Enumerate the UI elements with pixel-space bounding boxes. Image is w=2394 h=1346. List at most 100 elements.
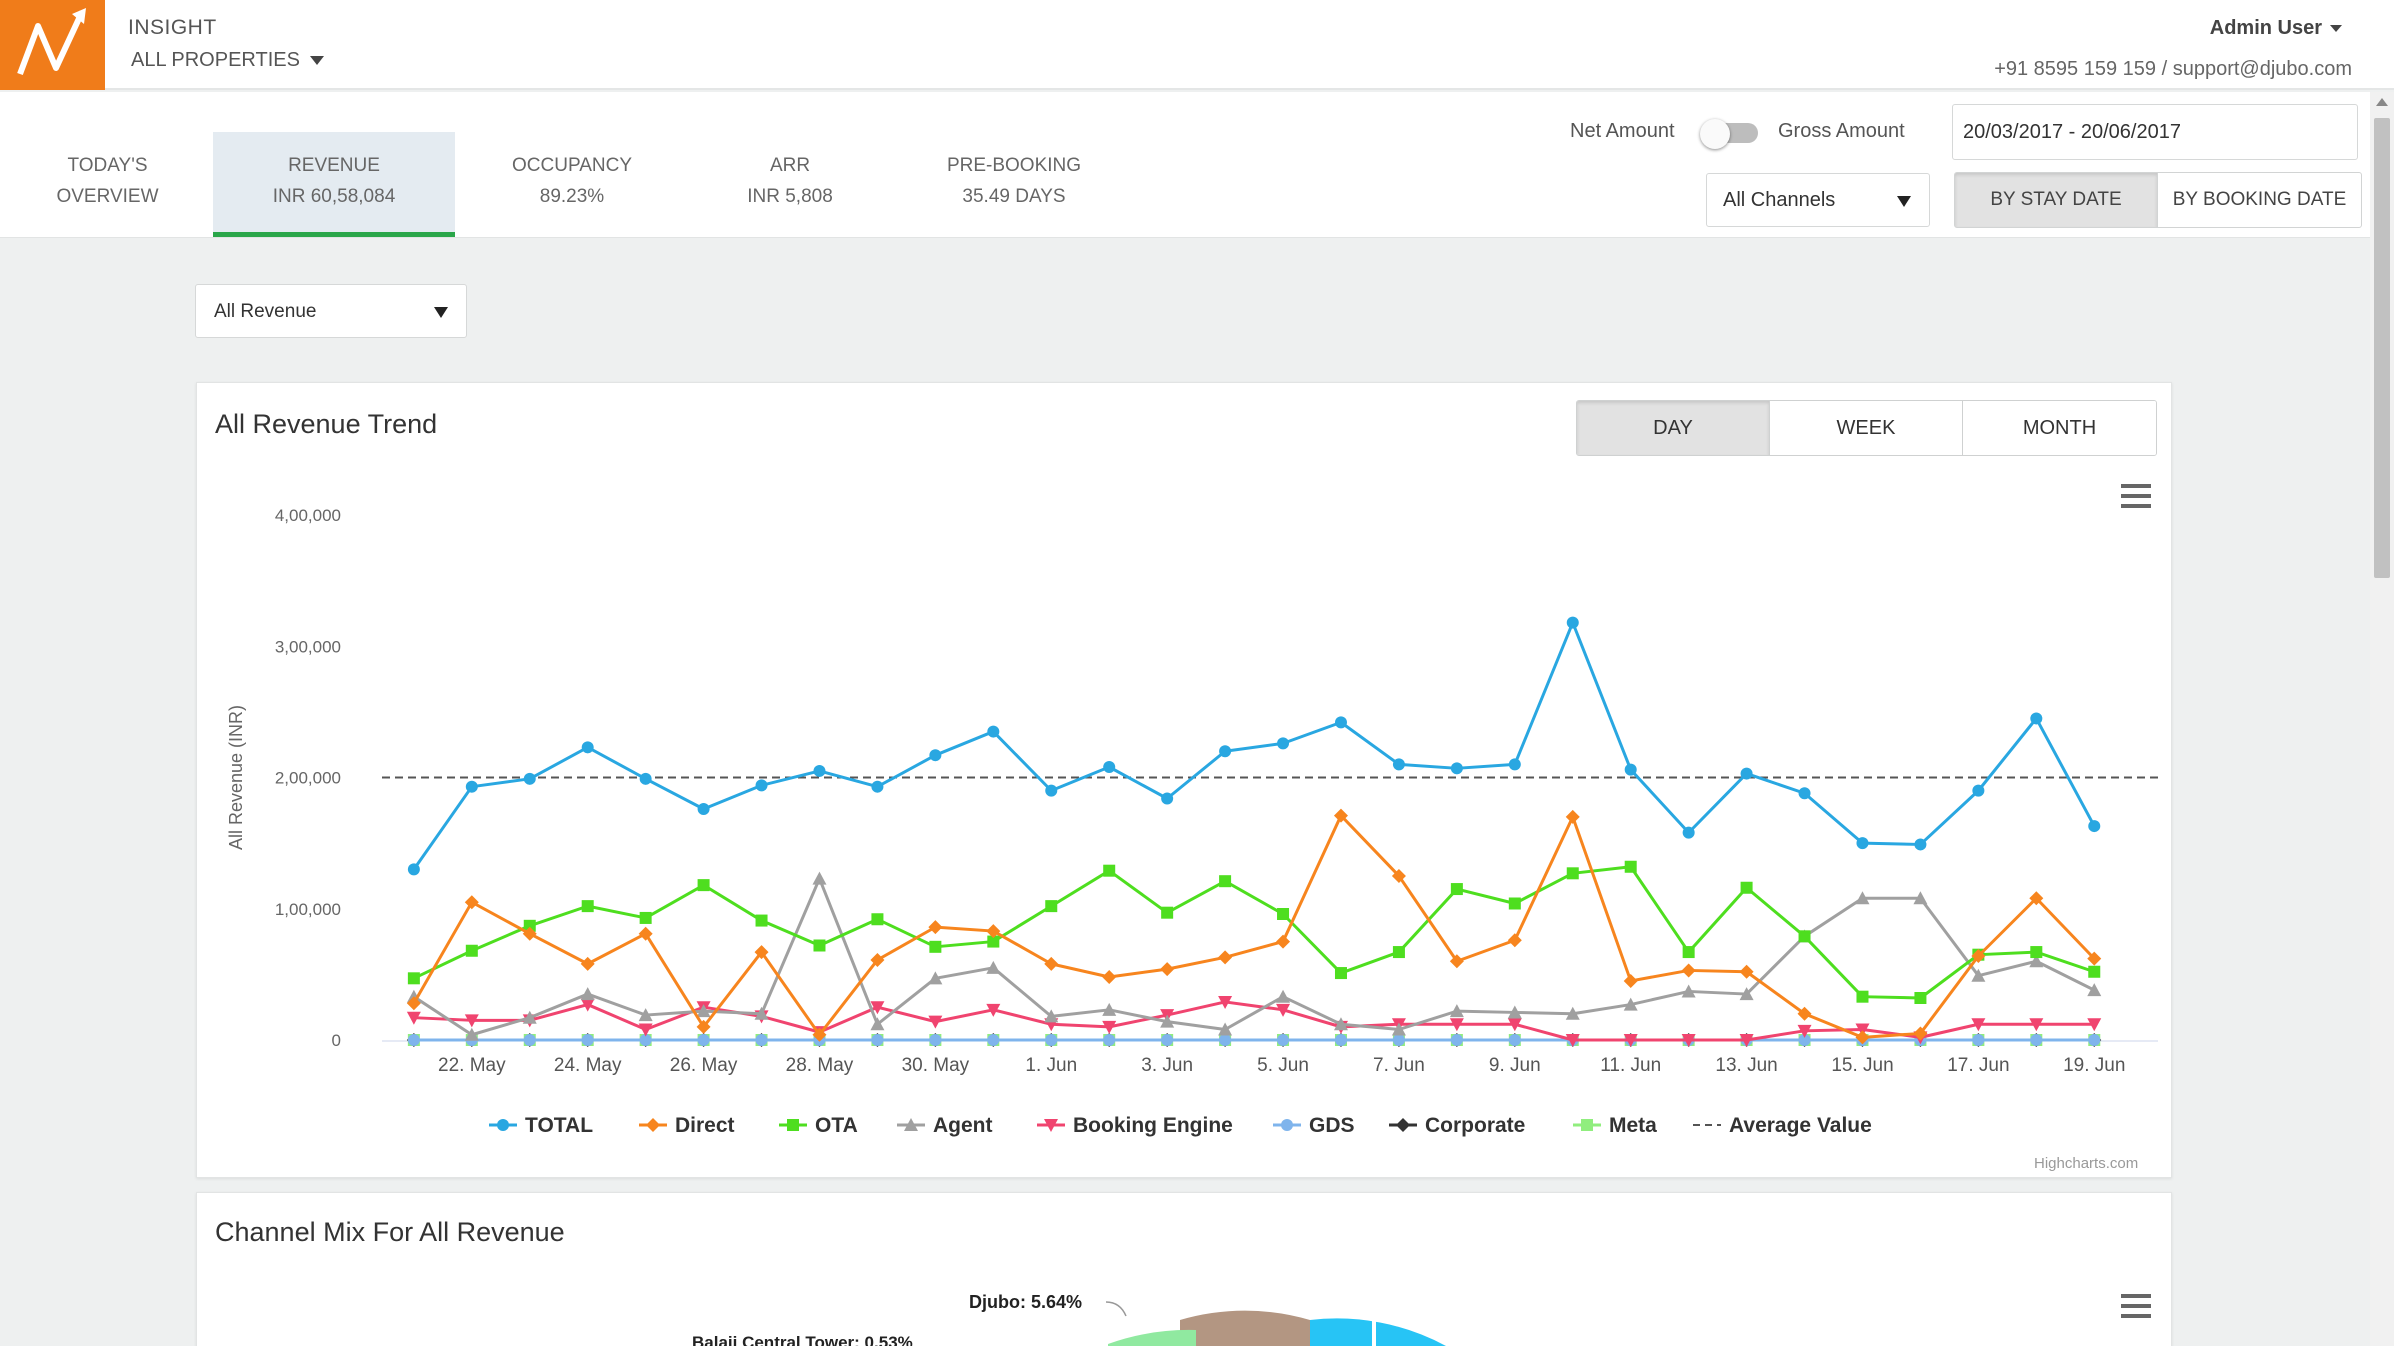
data-point-agent — [1971, 968, 1986, 982]
data-point-agent — [1507, 1005, 1522, 1019]
data-point-gds — [987, 1034, 1000, 1046]
data-point-agent — [464, 1027, 479, 1041]
legend-marker-gds — [1281, 1119, 1293, 1131]
data-point-gds — [639, 1034, 652, 1046]
data-point-gds — [2030, 1034, 2043, 1046]
date-range-input[interactable]: 20/03/2017 - 20/06/2017 — [1952, 104, 2358, 160]
data-point-ota — [1450, 883, 1463, 896]
property-selector[interactable]: ALL PROPERTIES — [131, 49, 324, 72]
data-point-total — [465, 780, 478, 793]
period-week-button[interactable]: WEEK — [1770, 401, 1963, 455]
data-point-total — [2030, 712, 2043, 725]
period-day-button[interactable]: DAY — [1577, 401, 1770, 455]
data-point-direct — [1391, 868, 1406, 883]
page-scrollbar[interactable] — [2370, 92, 2394, 1346]
data-point-direct — [1449, 954, 1464, 969]
data-point-agent — [638, 1008, 653, 1022]
revenue-filter-select[interactable]: All Revenue — [195, 284, 467, 338]
data-point-ota — [987, 935, 1000, 948]
amount-type-toggle[interactable] — [1700, 119, 1764, 149]
data-point-ota — [1508, 897, 1521, 910]
tab-revenue[interactable]: REVENUE INR 60,58,084 — [213, 132, 455, 237]
channels-select[interactable]: All Channels — [1706, 173, 1930, 227]
data-point-ota — [1392, 946, 1405, 959]
data-point-direct — [580, 956, 595, 971]
data-point-agent — [2029, 954, 2044, 968]
series-line-direct — [412, 814, 2096, 1039]
pie-slice-balaji[interactable] — [1108, 1329, 1196, 1346]
data-point-booking-engine — [1971, 1018, 1986, 1032]
data-point-ota — [465, 944, 478, 957]
legend-item-agent[interactable]: Agent — [933, 1114, 993, 1137]
data-point-agent — [522, 1010, 537, 1024]
data-point-direct — [1102, 970, 1117, 984]
period-month-button[interactable]: MONTH — [1963, 401, 2156, 455]
tab-todays-overview[interactable]: TODAY'S OVERVIEW — [20, 132, 195, 237]
user-menu[interactable]: Admin User — [2210, 17, 2342, 40]
data-point-direct — [1276, 934, 1291, 949]
data-point-total — [523, 772, 536, 785]
top-bar: INSIGHT ALL PROPERTIES Admin User +91 85… — [0, 0, 2394, 90]
data-point-ota — [1219, 875, 1232, 888]
tab-sub-label: 89.23% — [539, 186, 605, 207]
data-point-agent — [754, 1006, 769, 1020]
highcharts-credits[interactable]: Highcharts.com — [2034, 1155, 2139, 1172]
data-point-direct — [754, 945, 769, 960]
data-point-agent — [1044, 1009, 1059, 1023]
x-tick-label: 30. May — [902, 1055, 970, 1076]
data-point-direct — [1623, 973, 1638, 988]
data-point-total — [871, 780, 884, 793]
legend-item-ota[interactable]: OTA — [815, 1114, 858, 1137]
data-point-direct — [812, 1027, 827, 1042]
by-booking-date-button[interactable]: BY BOOKING DATE — [2157, 172, 2362, 228]
x-tick-label: 15. Jun — [1831, 1055, 1893, 1076]
tab-pre-booking[interactable]: PRE-BOOKING 35.49 DAYS — [916, 132, 1112, 237]
legend-item-direct[interactable]: Direct — [675, 1114, 735, 1137]
data-point-ota — [1856, 990, 1869, 1003]
series-line-total — [412, 621, 2096, 871]
gross-amount-label: Gross Amount — [1778, 120, 1905, 142]
scroll-up-arrow-icon[interactable] — [2376, 98, 2388, 106]
data-point-booking-engine — [1449, 1018, 1464, 1032]
data-point-booking-engine — [1739, 1034, 1754, 1047]
x-tick-label: 1. Jun — [1025, 1055, 1077, 1076]
data-point-total — [987, 725, 1000, 738]
user-name: Admin User — [2209, 17, 2322, 39]
chart-menu-icon[interactable] — [2121, 484, 2151, 508]
x-tick-label: 17. Jun — [1947, 1055, 2009, 1076]
legend-item-average-value[interactable]: Average Value — [1729, 1114, 1872, 1137]
data-point-gds — [1798, 1034, 1811, 1046]
tab-arr[interactable]: ARR INR 5,808 — [710, 132, 870, 237]
djubo-logo[interactable] — [0, 0, 105, 90]
chart-menu-icon[interactable] — [2121, 1294, 2151, 1318]
data-point-booking-engine — [1623, 1034, 1638, 1047]
data-point-booking-engine — [1218, 995, 1233, 1009]
by-stay-date-button[interactable]: BY STAY DATE — [1954, 172, 2158, 228]
data-point-gds — [2088, 1034, 2101, 1046]
data-point-ota — [813, 939, 826, 952]
legend-item-total[interactable]: TOTAL — [525, 1114, 593, 1137]
data-point-direct — [1044, 956, 1059, 971]
data-point-agent — [2087, 983, 2102, 997]
data-point-direct — [1218, 950, 1233, 965]
pie-slice-djubo[interactable] — [1180, 1310, 1310, 1346]
data-point-agent — [1449, 1004, 1464, 1018]
data-point-ota — [1740, 881, 1753, 894]
legend-item-gds[interactable]: GDS — [1309, 1114, 1355, 1137]
tab-occupancy[interactable]: OCCUPANCY 89.23% — [482, 132, 662, 237]
data-point-agent — [1623, 997, 1638, 1011]
legend-item-booking-engine[interactable]: Booking Engine — [1073, 1114, 1233, 1137]
data-point-ota — [1103, 864, 1116, 877]
data-point-total — [1045, 784, 1058, 797]
data-point-booking-engine — [1681, 1034, 1696, 1047]
scrollbar-thumb[interactable] — [2374, 118, 2390, 578]
legend-item-corporate[interactable]: Corporate — [1425, 1114, 1525, 1137]
legend-marker-meta — [1581, 1119, 1593, 1131]
data-point-total — [1450, 762, 1463, 775]
data-point-direct — [2029, 891, 2044, 906]
x-tick-label: 13. Jun — [1715, 1055, 1777, 1076]
data-point-agent — [986, 960, 1001, 974]
legend-item-meta[interactable]: Meta — [1609, 1114, 1657, 1137]
pie-slice-ota[interactable] — [1310, 1318, 1446, 1346]
data-point-agent — [1333, 1017, 1348, 1031]
